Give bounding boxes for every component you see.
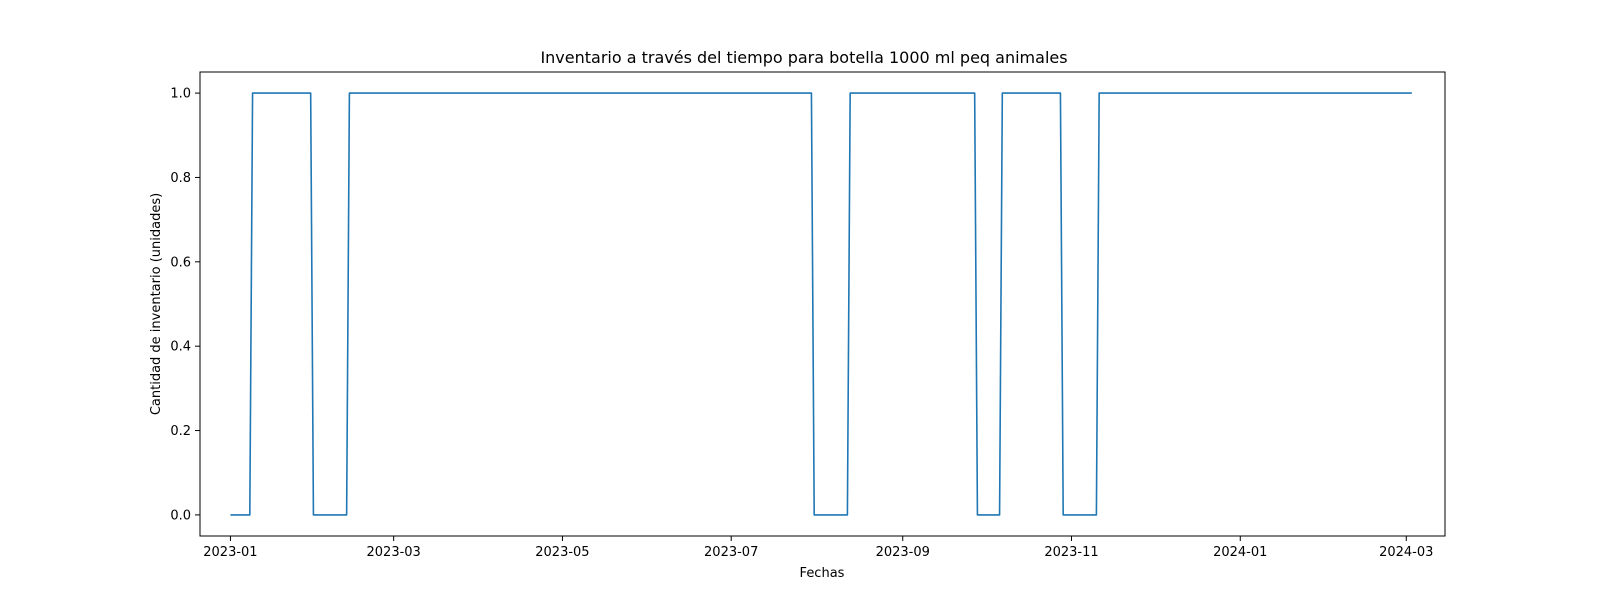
chart-title: Inventario a través del tiempo para bote…: [540, 48, 1067, 67]
y-tick-label: 0.2: [170, 424, 191, 439]
y-tick-label: 1.0: [170, 87, 191, 102]
y-tick-label: 0.0: [170, 508, 191, 523]
y-tick-label: 0.6: [170, 255, 191, 270]
y-axis-label: Cantidad de inventario (unidades): [149, 193, 164, 415]
x-tick-label: 2023-07: [704, 545, 758, 560]
x-tick-label: 2023-01: [203, 545, 257, 560]
plot-frame: [199, 71, 1446, 537]
y-tick-label: 0.8: [170, 171, 191, 186]
x-tick-label: 2023-11: [1044, 545, 1098, 560]
x-tick-label: 2024-01: [1213, 545, 1267, 560]
y-tick-label: 0.4: [170, 340, 191, 355]
x-axis-label: Fechas: [800, 566, 845, 581]
x-tick-label: 2024-03: [1379, 545, 1433, 560]
inventory-series-line: [230, 92, 1412, 516]
x-tick-label: 2023-05: [535, 545, 589, 560]
x-tick-label: 2023-09: [876, 545, 930, 560]
x-tick-label: 2023-03: [367, 545, 421, 560]
